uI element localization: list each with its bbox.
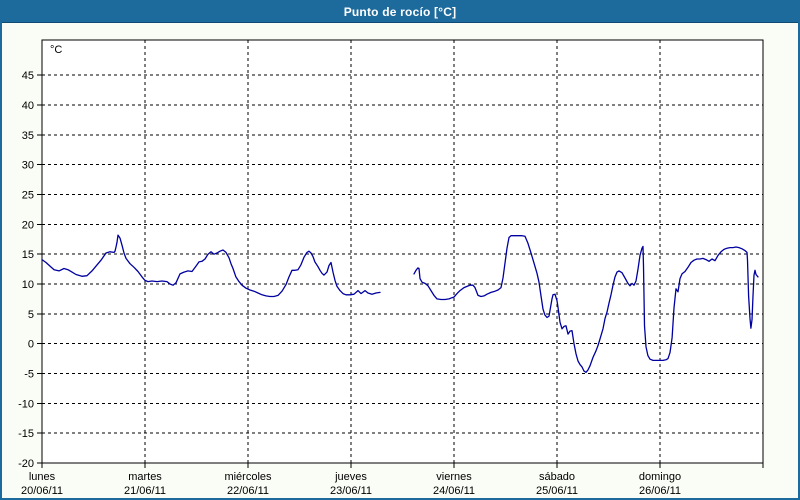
axis-labels: 45 40 35 30 25 20 15 10 5 0 -5 -10 -15 -20 °C lunes 20/0…: [18, 44, 681, 497]
dew-point-line: [413, 235, 759, 373]
x-day-label: lunes: [29, 471, 56, 483]
dew-point-line: [41, 234, 381, 298]
x-date-label: 20/06/11: [21, 485, 63, 497]
y-tick-label: 5: [28, 309, 34, 321]
y-tick-label: 20: [22, 219, 34, 231]
x-day-label: martes: [128, 471, 162, 483]
x-date-label: 21/06/11: [124, 485, 166, 497]
x-day-label: sábado: [539, 471, 575, 483]
y-tick-label: 45: [22, 70, 34, 82]
y-axis-unit-label: °C: [50, 44, 62, 56]
y-tick-label: -15: [18, 428, 34, 440]
x-date-label: 25/06/11: [536, 485, 578, 497]
x-day-label: miércoles: [224, 471, 272, 483]
y-tick-label: -20: [18, 458, 34, 470]
dew-point-chart: 45 40 35 30 25 20 15 10 5 0 -5 -10 -15 -20 °C lunes 20/0…: [18, 39, 764, 497]
y-tick-label: -10: [18, 398, 34, 410]
x-date-label: 26/06/11: [639, 485, 681, 497]
gridlines: [42, 40, 763, 463]
x-day-label: viernes: [436, 471, 472, 483]
y-tick-label: 30: [22, 160, 34, 172]
x-date-label: 22/06/11: [227, 485, 269, 497]
y-tick-label: -5: [24, 369, 34, 381]
plot-area: [41, 39, 764, 464]
y-tick-label: 0: [28, 339, 34, 351]
y-tick-label: 35: [22, 130, 34, 142]
x-date-label: 23/06/11: [330, 485, 372, 497]
x-day-label: domingo: [639, 471, 681, 483]
y-tick-label: 15: [22, 249, 34, 261]
dew-point-series: [41, 234, 759, 373]
axis-ticks: [37, 74, 764, 468]
x-date-label: 24/06/11: [433, 485, 475, 497]
y-tick-label: 40: [22, 100, 34, 112]
x-day-label: jueves: [334, 471, 367, 483]
chart-title-bar: Punto de rocío [°C]: [2, 2, 798, 23]
chart-title: Punto de rocío [°C]: [343, 5, 457, 19]
y-tick-label: 10: [22, 279, 34, 291]
y-tick-label: 25: [22, 190, 34, 202]
